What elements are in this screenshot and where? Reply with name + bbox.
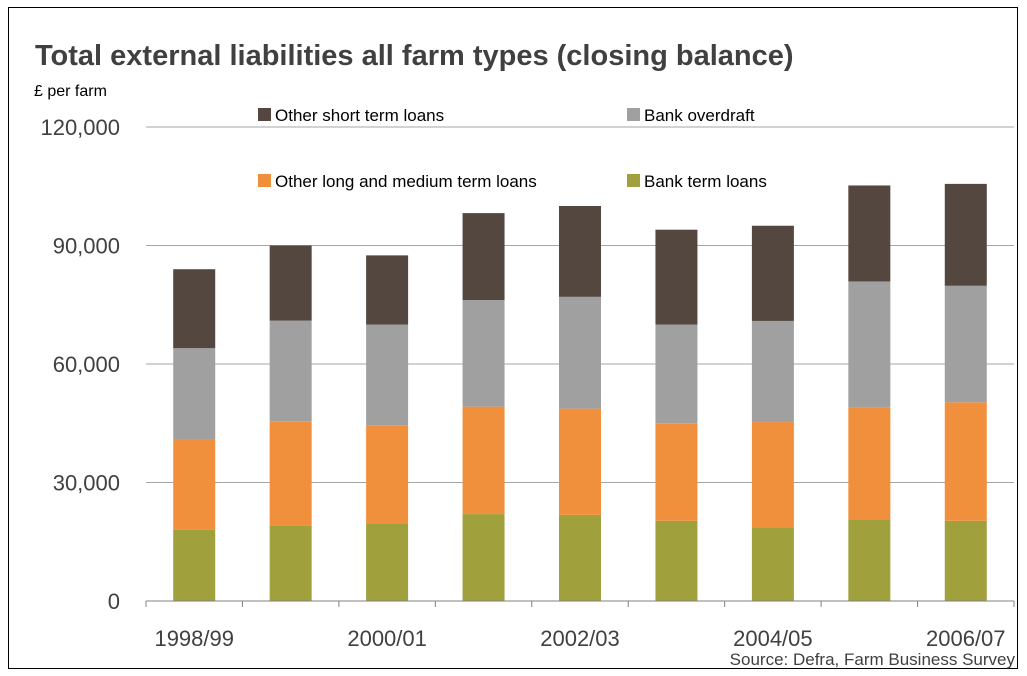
x-tick-label: 2006/07 [926,626,1006,651]
bar-segment [944,402,987,521]
y-axis-label: £ per farm [34,83,107,100]
bar-segment [462,514,505,601]
bar-segment [944,183,987,286]
legend-entry: Bank term loans [627,172,767,191]
bar-segment [848,407,891,521]
source-note: Source: Defra, Farm Business Survey [729,650,1015,669]
bar-segment [751,422,794,528]
legend-entry: Other long and medium term loans [258,172,537,191]
bar-segment [462,406,505,515]
bar-segment [848,281,891,408]
chart-title: Total external liabilities all farm type… [35,40,794,72]
y-tick-label: 60,000 [53,352,120,377]
bar-segment [269,525,312,601]
x-tick-label: 2002/03 [540,626,620,651]
legend-swatch [627,108,640,121]
legend-label: Bank term loans [644,172,767,191]
y-tick-label: 0 [108,589,120,614]
bar-segment [559,514,601,601]
bar-segment [655,229,698,325]
bar-segment [848,185,891,282]
bar-segment [559,296,601,409]
legend-swatch [258,108,271,121]
y-tick-label: 90,000 [53,234,120,259]
bar-segment [944,285,987,403]
legend-label: Other short term loans [275,106,444,125]
legend-swatch [258,174,271,187]
bar-segment [269,320,312,422]
x-tick-label: 2000/01 [347,626,427,651]
bar-segment [366,324,409,426]
legend-label: Bank overdraft [644,106,755,125]
legend-entry: Other short term loans [258,106,444,125]
bar-segment [848,520,891,601]
bar-segment [559,408,601,515]
bar-segment [944,520,987,601]
bar-segment [655,423,698,521]
bar-segment [751,527,794,601]
legend-swatch [627,174,640,187]
x-tick-label: 2004/05 [733,626,813,651]
legend-entry: Bank overdraft [627,106,755,125]
bar-segment [173,529,216,601]
y-tick-label: 30,000 [53,471,120,496]
bar-segment [559,206,601,297]
bar-segment [173,348,216,440]
bar-segment [655,324,698,424]
bar-segment [462,300,505,407]
bar-segment [173,269,216,349]
bar-segment [173,439,216,530]
bar-segment [366,425,409,524]
bar-segment [269,245,312,321]
bar-segment [366,523,409,601]
bar-segment [655,520,698,601]
bar-segment [751,320,794,423]
bar-segment [751,225,794,321]
bar-segment [269,421,312,526]
bar-segment [462,213,505,301]
legend-label: Other long and medium term loans [275,172,537,191]
x-tick-label: 1998/99 [154,626,234,651]
y-tick-label: 120,000 [40,115,120,140]
bar-segment [366,255,409,325]
